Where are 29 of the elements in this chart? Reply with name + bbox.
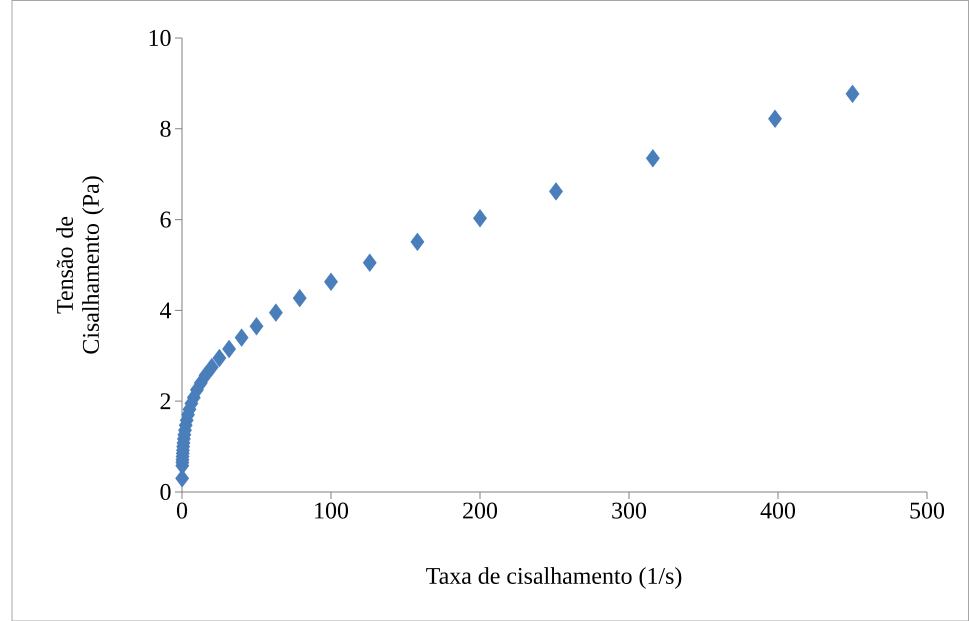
point — [268, 303, 283, 322]
point — [212, 348, 226, 368]
point — [646, 149, 660, 168]
point — [846, 84, 860, 104]
y-tick-label: 0 — [160, 484, 171, 500]
point — [768, 110, 782, 128]
y-tick-label: 4 — [160, 302, 172, 318]
point — [324, 272, 338, 291]
x-tick-label: 200 — [463, 502, 498, 519]
x-tick-label: 100 — [315, 502, 348, 519]
y-tick-label: 6 — [160, 212, 171, 228]
x-tick-label: 0 — [176, 502, 188, 519]
point — [250, 317, 264, 336]
point — [234, 328, 249, 347]
y-tick-label: 2 — [160, 393, 170, 410]
point — [204, 358, 219, 376]
y-axis-title: Tensão de Cisalhamento (Pa) — [56, 176, 104, 354]
y-tick-label: 10 — [150, 30, 171, 46]
point — [292, 288, 307, 308]
x-tick-label: 400 — [760, 502, 796, 519]
point — [362, 254, 377, 272]
point — [473, 209, 487, 228]
y-tick-label: 8 — [160, 120, 171, 137]
x-tick-label: 500 — [910, 502, 944, 519]
point — [222, 340, 236, 358]
point — [410, 232, 424, 252]
x-tick-label: 300 — [612, 502, 646, 519]
x-axis-title: Taxa de cisalhamento (1/s) — [426, 567, 682, 589]
point — [549, 182, 563, 201]
